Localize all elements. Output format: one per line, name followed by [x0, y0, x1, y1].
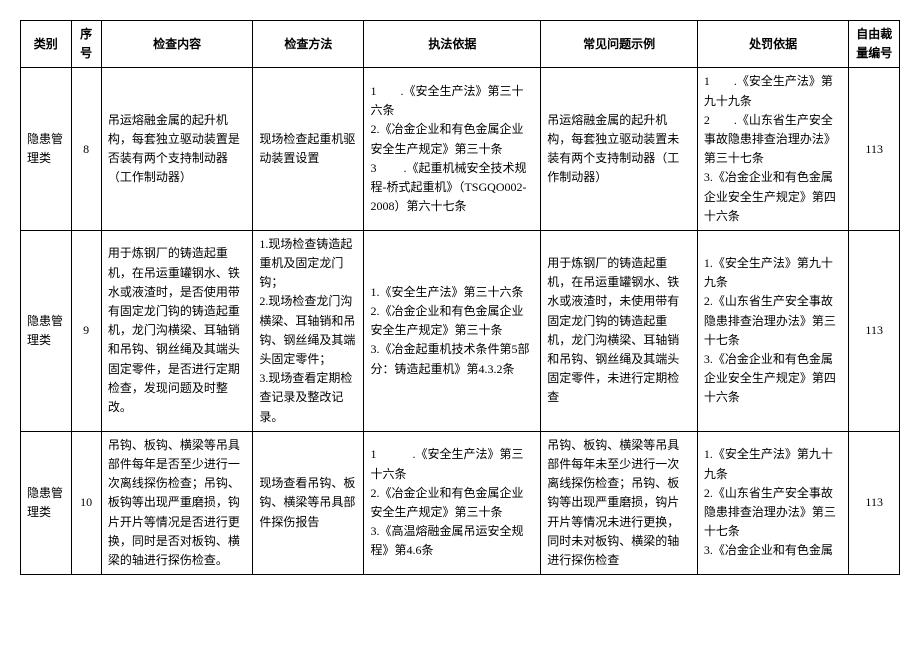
- cell-code: 113: [849, 230, 900, 431]
- cell-basis: 1 .《安全生产法》第三十六条2.《冶金企业和有色金属企业安全生产规定》第三十条…: [364, 431, 541, 574]
- cell-penalty: 1 .《安全生产法》第九十九条2 .《山东省生产安全事故隐患排查治理办法》第三十…: [697, 68, 849, 231]
- header-category: 类别: [21, 21, 72, 68]
- cell-code: 113: [849, 431, 900, 574]
- table-row: 隐患管理类 10 吊钩、板钩、横梁等吊具部件每年是否至少进行一次离线探伤检查；吊…: [21, 431, 900, 574]
- table-body: 隐患管理类 8 吊运熔融金属的起升机构，每套独立驱动装置是否装有两个支持制动器（…: [21, 68, 900, 575]
- cell-content: 用于炼钢厂的铸造起重机，在吊运重罐钢水、铁水或液渣时，是否使用带有固定龙门钩的铸…: [101, 230, 253, 431]
- cell-basis: 1.《安全生产法》第三十六条2.《冶金企业和有色金属企业安全生产规定》第三十条3…: [364, 230, 541, 431]
- cell-method: 现场查看吊钩、板钩、横梁等吊具部件探伤报告: [253, 431, 364, 574]
- cell-penalty: 1.《安全生产法》第九十九条2.《山东省生产安全事故隐患排查治理办法》第三十七条…: [697, 230, 849, 431]
- table-row: 隐患管理类 9 用于炼钢厂的铸造起重机，在吊运重罐钢水、铁水或液渣时，是否使用带…: [21, 230, 900, 431]
- cell-penalty: 1.《安全生产法》第九十九条2.《山东省生产安全事故隐患排查治理办法》第三十七条…: [697, 431, 849, 574]
- cell-example: 吊钩、板钩、横梁等吊具部件每年未至少进行一次离线探伤检查；吊钩、板钩等出现严重磨…: [541, 431, 698, 574]
- header-code: 自由裁量编号: [849, 21, 900, 68]
- table-row: 隐患管理类 8 吊运熔融金属的起升机构，每套独立驱动装置是否装有两个支持制动器（…: [21, 68, 900, 231]
- header-example: 常见问题示例: [541, 21, 698, 68]
- cell-basis: 1 .《安全生产法》第三十六条2.《冶金企业和有色金属企业安全生产规定》第三十条…: [364, 68, 541, 231]
- header-row: 类别 序号 检查内容 检查方法 执法依据 常见问题示例 处罚依据 自由裁量编号: [21, 21, 900, 68]
- cell-code: 113: [849, 68, 900, 231]
- cell-example: 吊运熔融金属的起升机构，每套独立驱动装置未装有两个支持制动器（工作制动器）: [541, 68, 698, 231]
- header-penalty: 处罚依据: [697, 21, 849, 68]
- cell-seq: 8: [71, 68, 101, 231]
- cell-category: 隐患管理类: [21, 230, 72, 431]
- cell-content: 吊钩、板钩、横梁等吊具部件每年是否至少进行一次离线探伤检查；吊钩、板钩等出现严重…: [101, 431, 253, 574]
- header-content: 检查内容: [101, 21, 253, 68]
- inspection-table: 类别 序号 检查内容 检查方法 执法依据 常见问题示例 处罚依据 自由裁量编号 …: [20, 20, 900, 575]
- cell-seq: 9: [71, 230, 101, 431]
- cell-example: 用于炼钢厂的铸造起重机，在吊运重罐钢水、铁水或液渣时，未使用带有固定龙门钩的铸造…: [541, 230, 698, 431]
- cell-category: 隐患管理类: [21, 431, 72, 574]
- header-basis: 执法依据: [364, 21, 541, 68]
- cell-seq: 10: [71, 431, 101, 574]
- header-method: 检查方法: [253, 21, 364, 68]
- cell-category: 隐患管理类: [21, 68, 72, 231]
- cell-method: 现场检查起重机驱动装置设置: [253, 68, 364, 231]
- cell-method: 1.现场检查铸造起重机及固定龙门钩；2.现场检查龙门沟横梁、耳轴销和吊钩、钢丝绳…: [253, 230, 364, 431]
- header-seq: 序号: [71, 21, 101, 68]
- cell-content: 吊运熔融金属的起升机构，每套独立驱动装置是否装有两个支持制动器（工作制动器）: [101, 68, 253, 231]
